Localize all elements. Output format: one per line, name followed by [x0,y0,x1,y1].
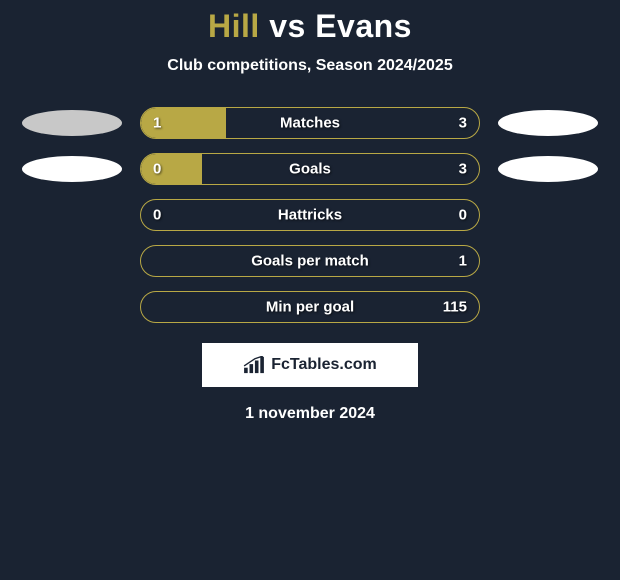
stat-value-left: 0 [153,161,161,178]
stat-value-right: 3 [459,115,467,132]
spacer [22,248,122,274]
spacer [498,248,598,274]
stat-row: Min per goal 115 [0,291,620,323]
page-title: Hill vs Evans [0,8,620,45]
stat-label: Hattricks [278,207,342,224]
stat-bar: Goals per match 1 [140,245,480,277]
stat-value-right: 3 [459,161,467,178]
player2-ellipse [498,110,598,136]
bar-chart-icon [243,356,265,374]
player1-ellipse [22,110,122,136]
stat-label: Goals per match [251,253,369,270]
spacer [22,202,122,228]
stat-bar: 0 Hattricks 0 [140,199,480,231]
player1-ellipse [22,156,122,182]
stat-row: 0 Hattricks 0 [0,199,620,231]
player1-name: Hill [208,8,260,44]
stat-bar: Min per goal 115 [140,291,480,323]
vs-text: vs [269,8,306,44]
bar-fill [141,154,202,184]
stat-bar: 0 Goals 3 [140,153,480,185]
stat-row: 0 Goals 3 [0,153,620,185]
stat-value-right: 0 [459,207,467,224]
date-text: 1 november 2024 [0,405,620,423]
stats-container: 1 Matches 3 0 Goals 3 0 Hattricks 0 Goals per mat… [0,107,620,323]
brand-box: FcTables.com [202,343,418,387]
spacer [22,294,122,320]
stat-value-right: 1 [459,253,467,270]
stat-label: Min per goal [266,299,354,316]
stat-bar: 1 Matches 3 [140,107,480,139]
stat-value-left: 0 [153,207,161,224]
subtitle: Club competitions, Season 2024/2025 [0,57,620,75]
stat-row: 1 Matches 3 [0,107,620,139]
stat-value-left: 1 [153,115,161,132]
player2-name: Evans [315,8,412,44]
stat-label: Goals [289,161,331,178]
spacer [498,202,598,228]
stat-row: Goals per match 1 [0,245,620,277]
player2-ellipse [498,156,598,182]
stat-value-right: 115 [443,299,467,316]
spacer [498,294,598,320]
brand-text: FcTables.com [271,356,377,374]
stat-label: Matches [280,115,340,132]
